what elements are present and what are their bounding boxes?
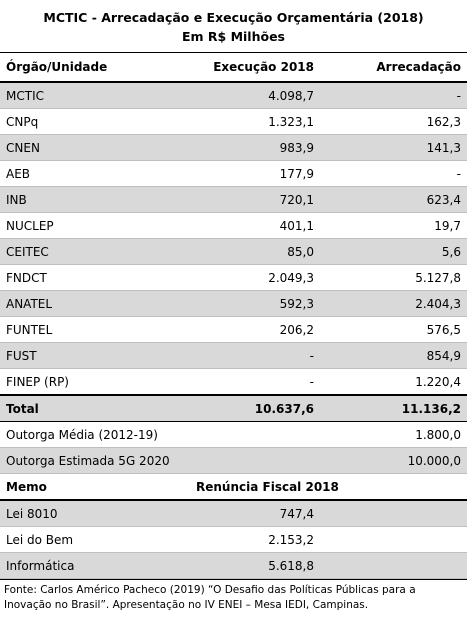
table-cell: 19,7 [320, 212, 467, 239]
table-cell: Total [0, 394, 190, 422]
table-row: FINEP (RP) -1.220,4 [0, 368, 467, 396]
table-cell: FUNTEL [0, 316, 190, 343]
table-row: Total 10.637,6 11.136,2 [0, 394, 467, 422]
table-row: FUST -854,9 [0, 342, 467, 369]
table-cell: Arrecadação [320, 53, 467, 83]
table-cell: 1.323,1 [190, 108, 320, 135]
table-cell: 576,5 [320, 316, 467, 343]
table-cell: Outorga Média (2012-19) [0, 421, 190, 448]
table-cell: CNEN [0, 134, 190, 161]
table-cell [320, 526, 467, 553]
table-cell: - [320, 82, 467, 109]
table-cell: 5.618,8 [190, 552, 320, 579]
table-row: Órgão/Unidade Execução 2018 Arrecadação [0, 53, 467, 83]
table-row: MCTIC 4.098,7- [0, 82, 467, 109]
table-row: ANATEL 592,3 2.404,3 [0, 290, 467, 317]
source: Fonte: Carlos Américo Pacheco (2019) “O … [0, 579, 467, 616]
table-cell: NUCLEP [0, 212, 190, 239]
table-row: Lei do Bem 2.153,2 [0, 526, 467, 553]
table-cell: 2.404,3 [320, 290, 467, 317]
table-cell: Renúncia Fiscal 2018 [190, 473, 339, 501]
table-cell: 5.127,8 [320, 264, 467, 291]
subtitle: Em R$ Milhões [181, 29, 285, 44]
table-row: Lei 8010 747,4 [0, 500, 467, 527]
table-row: Outorga Média (2012-19) 1.800,0 [0, 421, 467, 448]
table-cell [190, 421, 320, 448]
table-row: FUNTEL 206,2 576,5 [0, 316, 467, 343]
table-cell: Execução 2018 [190, 53, 320, 83]
table-row: NUCLEP 401,1 19,7 [0, 212, 467, 239]
table-cell: - [190, 368, 320, 396]
table-cell: 10.637,6 [190, 394, 320, 422]
table-row: CEITEC 85,0 5,6 [0, 238, 467, 265]
table-cell: 206,2 [190, 316, 320, 343]
table-row: INB 720,1 623,4 [0, 186, 467, 213]
table-cell: 1.220,4 [320, 368, 467, 396]
table-cell: 10.000,0 [320, 447, 467, 474]
table-cell: 4.098,7 [190, 82, 320, 109]
table-cell: 592,3 [190, 290, 320, 317]
table-cell: 2.049,3 [190, 264, 320, 291]
table-cell: 141,3 [320, 134, 467, 161]
table-cell: 11.136,2 [320, 394, 467, 422]
table-cell: - [190, 342, 320, 369]
table: Órgão/Unidade Execução 2018 Arrecadação MCT… [0, 53, 467, 579]
table-cell: FINEP (RP) [0, 368, 190, 396]
table-cell: CNPq [0, 108, 190, 135]
table-cell: 854,9 [320, 342, 467, 369]
table-cell: Lei do Bem [0, 526, 190, 553]
table-cell: Outorga Estimada 5G 2020 [0, 447, 190, 474]
table-cell: 983,9 [190, 134, 320, 161]
table-row: Outorga Estimada 5G 2020 10.000,0 [0, 447, 467, 474]
table-row: CNEN 983,9 141,3 [0, 134, 467, 161]
table-cell [320, 500, 467, 527]
table-row: CNPq 1.323,1 162,3 [0, 108, 467, 135]
table-cell: 5,6 [320, 238, 467, 265]
table-cell: AEB [0, 160, 190, 187]
table-cell: MCTIC [0, 82, 190, 109]
table-cell: 177,9 [190, 160, 320, 187]
table-cell: Órgão/Unidade [0, 53, 190, 83]
table-cell [320, 473, 467, 501]
table-cell: - [320, 160, 467, 187]
table-row: FNDCT 2.049,3 5.127,8 [0, 264, 467, 291]
table-row: AEB 177,9- [0, 160, 467, 187]
title: MCTIC - Arrecadação e Execução Orçamentá… [43, 10, 424, 25]
table-cell: FUST [0, 342, 190, 369]
table-cell: 747,4 [190, 500, 320, 527]
table-cell: Lei 8010 [0, 500, 190, 527]
title-block: MCTIC - Arrecadação e Execução Orçamentá… [0, 0, 467, 53]
table-cell: 162,3 [320, 108, 467, 135]
table-cell: 623,4 [320, 186, 467, 213]
table-cell: 85,0 [190, 238, 320, 265]
table-row: Memo Renúncia Fiscal 2018 [0, 473, 467, 501]
table-cell: FNDCT [0, 264, 190, 291]
table-cell [190, 447, 320, 474]
table-cell: Memo [0, 473, 190, 501]
table-row: Informática 5.618,8 [0, 552, 467, 579]
table-cell: ANATEL [0, 290, 190, 317]
table-cell: 401,1 [190, 212, 320, 239]
table-cell [320, 552, 467, 579]
table-cell: 720,1 [190, 186, 320, 213]
table-cell: CEITEC [0, 238, 190, 265]
table-cell: Informática [0, 552, 190, 579]
table-cell: 2.153,2 [190, 526, 320, 553]
table-cell: 1.800,0 [320, 421, 467, 448]
table-cell: INB [0, 186, 190, 213]
